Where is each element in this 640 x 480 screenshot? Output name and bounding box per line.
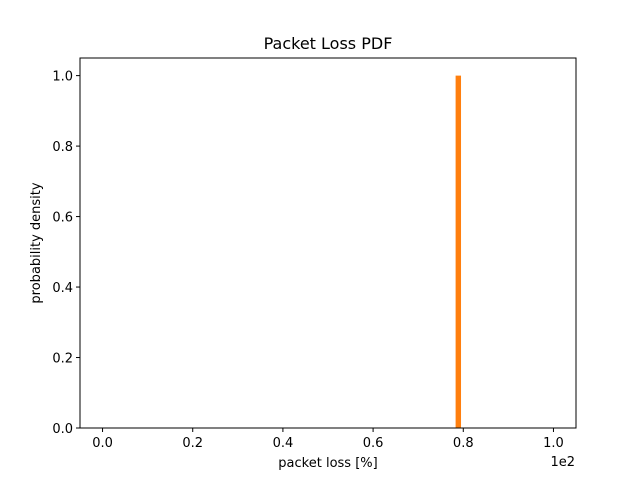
bars-layer bbox=[455, 75, 462, 428]
y-axis: 0.0 0.2 0.4 0.6 0.8 1.0 bbox=[52, 70, 80, 437]
y-tick-label: 0.6 bbox=[52, 211, 73, 226]
chart-title: Packet Loss PDF bbox=[264, 34, 393, 53]
x-tick-label: 0.0 bbox=[92, 436, 113, 451]
y-tick-label: 0.4 bbox=[52, 281, 73, 296]
y-tick-label: 0.8 bbox=[52, 140, 73, 155]
y-tick-label: 1.0 bbox=[52, 70, 73, 85]
y-tick-label: 0.0 bbox=[52, 422, 73, 437]
y-axis-title: probability density bbox=[29, 182, 44, 303]
histogram-bar bbox=[455, 75, 462, 428]
plot-frame bbox=[79, 57, 577, 429]
x-tick-label: 0.4 bbox=[273, 436, 294, 451]
x-axis: 0.0 0.2 0.4 0.6 0.8 1.0 bbox=[92, 428, 564, 451]
x-tick-label: 0.6 bbox=[363, 436, 384, 451]
x-tick-label: 0.2 bbox=[182, 436, 203, 451]
x-axis-title: packet loss [%] bbox=[278, 456, 377, 471]
x-offset-label: 1e2 bbox=[550, 455, 575, 470]
y-tick-label: 0.2 bbox=[52, 352, 73, 367]
x-tick-label: 0.8 bbox=[453, 436, 474, 451]
x-tick-label: 1.0 bbox=[543, 436, 564, 451]
